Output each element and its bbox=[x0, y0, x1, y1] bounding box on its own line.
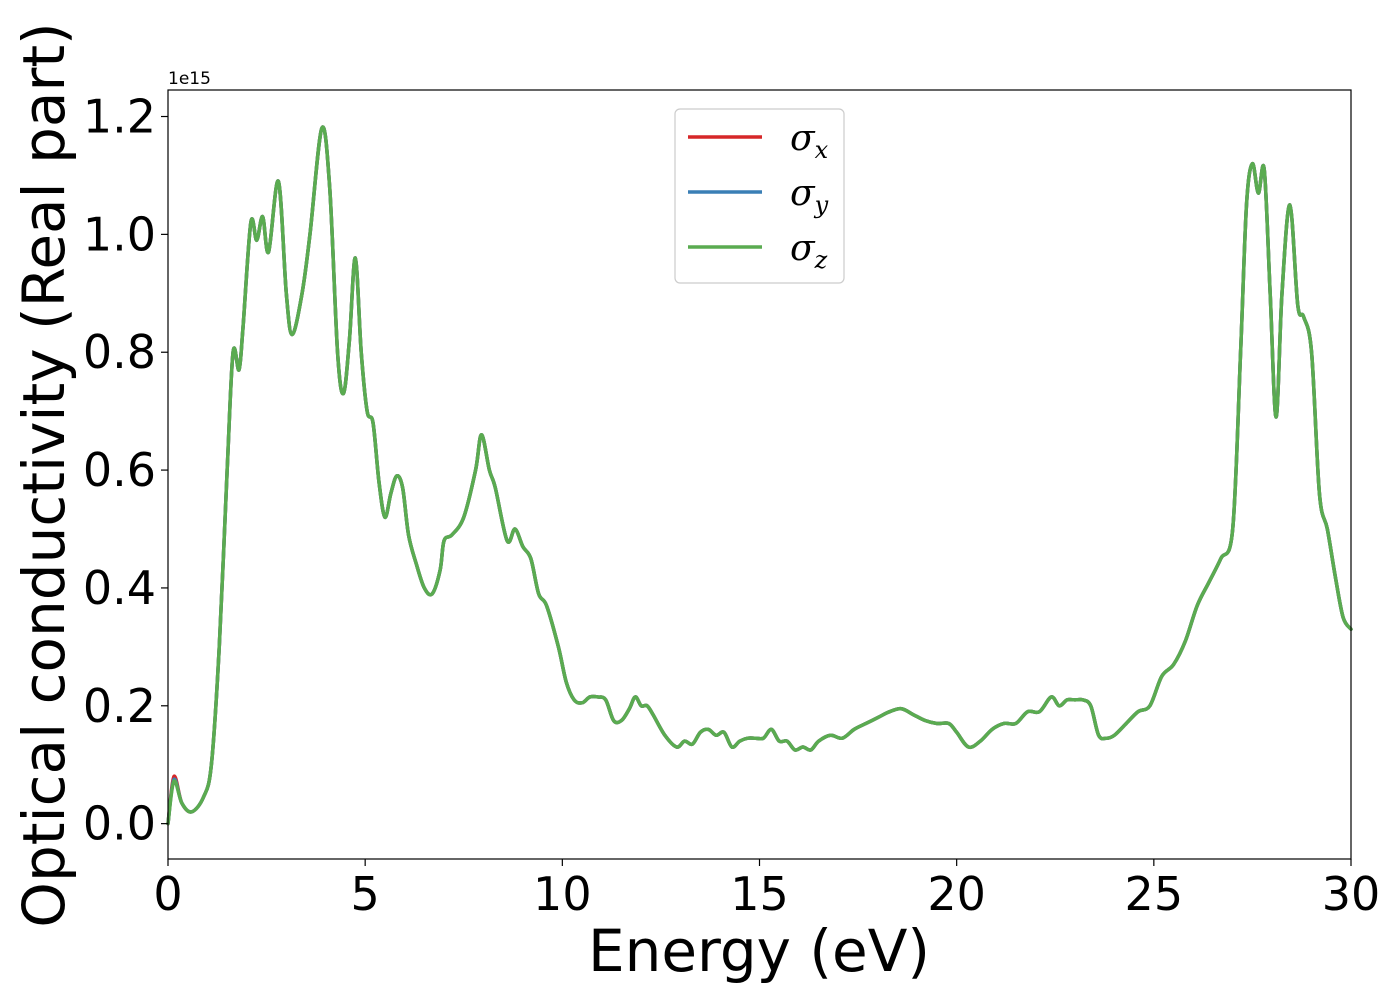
y-axis-title: Optical conductivity (Real part) bbox=[10, 22, 78, 927]
x-tick-label: 5 bbox=[351, 867, 380, 921]
y-axis-ticks: 0.0 0.2 0.4 0.6 0.8 1.0 1.2 bbox=[83, 90, 168, 851]
legend: σx σy σz bbox=[674, 108, 845, 284]
series-line-sigma-z bbox=[166, 125, 1353, 826]
x-tick-label: 20 bbox=[927, 867, 986, 921]
y-tick-label: 0.6 bbox=[83, 443, 156, 497]
legend-box bbox=[674, 108, 845, 284]
legend-label-sigma-y: σy bbox=[790, 173, 829, 219]
x-tick-label: 30 bbox=[1322, 867, 1381, 921]
x-axis-ticks: 0 5 10 15 20 25 30 bbox=[153, 859, 1380, 921]
legend-label-sigma-z: σz bbox=[790, 228, 828, 274]
y-tick-label: 0.2 bbox=[83, 679, 156, 733]
series-lines bbox=[166, 125, 1353, 826]
y-tick-label: 0.4 bbox=[83, 561, 156, 615]
x-tick-label: 25 bbox=[1125, 867, 1184, 921]
y-tick-label: 1.0 bbox=[83, 207, 156, 261]
x-tick-label: 15 bbox=[730, 867, 789, 921]
y-tick-label: 0.8 bbox=[83, 325, 156, 379]
x-tick-label: 0 bbox=[153, 867, 182, 921]
x-tick-label: 10 bbox=[533, 867, 592, 921]
x-axis-title: Energy (eV) bbox=[588, 917, 930, 985]
y-tick-label: 0.0 bbox=[83, 797, 156, 851]
y-tick-label: 1.2 bbox=[83, 90, 156, 144]
legend-label-sigma-x: σx bbox=[790, 118, 829, 164]
y-offset-label: 1e15 bbox=[168, 69, 211, 89]
